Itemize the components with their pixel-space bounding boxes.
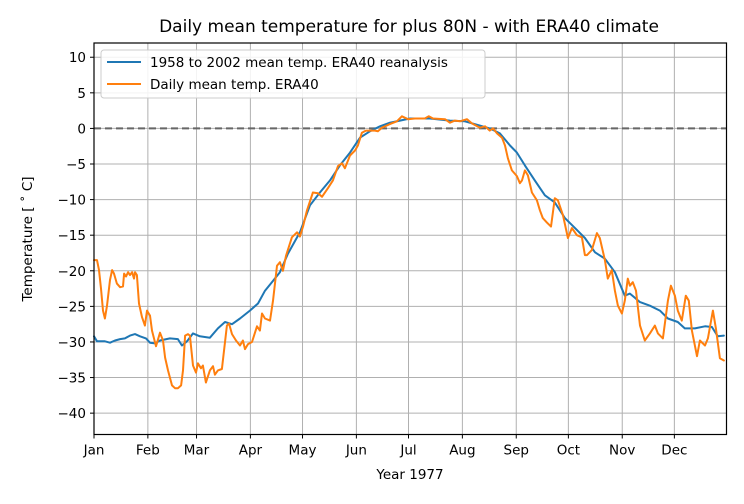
x-tick-label: Jul bbox=[399, 443, 416, 459]
y-tick-label: −40 bbox=[58, 406, 87, 422]
y-tick-label: −35 bbox=[58, 371, 87, 387]
series-line-daily-mean bbox=[93, 115, 725, 390]
legend-label-reanalysis: 1958 to 2002 mean temp. ERA40 reanalysis bbox=[150, 55, 448, 71]
x-tick-label: Feb bbox=[136, 443, 160, 459]
legend-label-daily: Daily mean temp. ERA40 bbox=[150, 77, 319, 93]
x-tick-label: Dec bbox=[661, 443, 687, 459]
y-tick-label: −5 bbox=[66, 157, 86, 173]
axes-frame bbox=[93, 42, 728, 436]
x-axis-label: Year 1977 bbox=[375, 467, 443, 483]
y-axis-label: Temperature [ ˚ C] bbox=[19, 176, 36, 302]
y-tick-label: 10 bbox=[69, 50, 86, 66]
x-axis: Jan Feb Mar Apr May Jun Jul Aug Sep Oct Nov Dec bbox=[83, 434, 687, 459]
x-tick-label: Apr bbox=[239, 443, 263, 459]
y-tick-label: 5 bbox=[77, 86, 86, 102]
legend: 1958 to 2002 mean temp. ERA40 reanalysis… bbox=[100, 49, 486, 99]
y-tick-label: −15 bbox=[58, 228, 87, 244]
x-tick-label: May bbox=[289, 443, 317, 459]
x-tick-label: Mar bbox=[184, 443, 210, 459]
x-tick-label: Jan bbox=[83, 443, 105, 459]
x-tick-label: Jun bbox=[345, 443, 367, 459]
y-axis: 10 5 0 −5 −10 −15 −20 −25 −30 −35 −40 bbox=[58, 50, 94, 422]
x-tick-label: Aug bbox=[449, 443, 475, 459]
y-tick-label: −30 bbox=[58, 335, 87, 351]
x-tick-label: Oct bbox=[557, 443, 580, 459]
y-tick-label: 0 bbox=[77, 121, 86, 137]
series-layer bbox=[93, 115, 725, 390]
chart-title: Daily mean temperature for plus 80N - wi… bbox=[159, 17, 659, 37]
x-tick-label: Nov bbox=[609, 443, 635, 459]
y-tick-label: −20 bbox=[58, 264, 87, 280]
y-tick-label: −10 bbox=[58, 193, 87, 209]
y-tick-label: −25 bbox=[58, 299, 87, 315]
legend-box bbox=[100, 49, 486, 99]
x-tick-label: Sep bbox=[504, 443, 529, 459]
grid bbox=[93, 43, 727, 435]
